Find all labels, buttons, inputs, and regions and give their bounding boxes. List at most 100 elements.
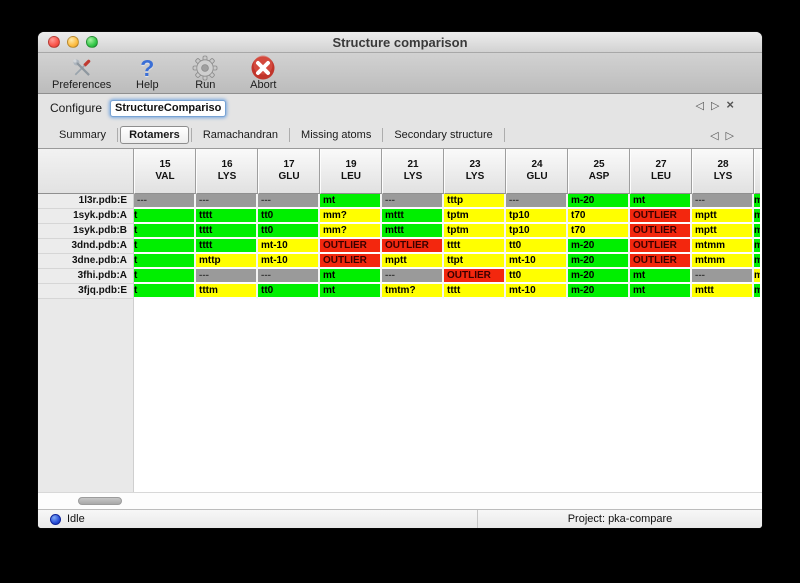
rotamer-cell[interactable]: tt0 [506, 239, 568, 254]
tab-secondary-structure[interactable]: Secondary structure [394, 129, 493, 141]
rotamer-cell[interactable]: t [134, 254, 196, 269]
column-header-24[interactable]: 24 GLU [506, 149, 568, 194]
rotamer-cell[interactable]: mt [320, 194, 382, 209]
rotamer-cell[interactable]: ttpt [444, 254, 506, 269]
rotamer-cell[interactable]: mptt [692, 209, 754, 224]
rotamer-cell[interactable]: t70 [568, 224, 630, 239]
preferences-button[interactable]: Preferences [52, 55, 111, 91]
rotamer-cell[interactable]: OUTLIER [444, 269, 506, 284]
rotamer-cell[interactable]: mt [320, 284, 382, 299]
rotamer-cell[interactable]: t [134, 239, 196, 254]
rotamer-cell[interactable]: tttt [196, 209, 258, 224]
rotamer-cell[interactable]: mm? [320, 224, 382, 239]
close-panel-icon[interactable]: × [726, 97, 734, 112]
rotamer-cell[interactable]: m-20 [568, 239, 630, 254]
rotamer-cell[interactable]: --- [692, 269, 754, 284]
rotamer-cell[interactable]: OUTLIER [320, 254, 382, 269]
rotamer-cell[interactable]: mt-10 [258, 254, 320, 269]
rotamer-cell[interactable]: m-20 [568, 269, 630, 284]
rotamer-cell[interactable]: mt-10 [506, 284, 568, 299]
rotamer-cell[interactable]: mttp [196, 254, 258, 269]
tab-missing-atoms[interactable]: Missing atoms [301, 129, 372, 141]
rotamer-cell[interactable]: t [134, 224, 196, 239]
configuration-name-input[interactable] [110, 99, 227, 117]
rotamer-cell[interactable]: tp10 [506, 224, 568, 239]
row-label[interactable]: 3fjq.pdb:E [38, 284, 134, 299]
tab-rotamers[interactable]: Rotamers [120, 126, 189, 144]
row-label[interactable]: 1l3r.pdb:E [38, 194, 134, 209]
rotamer-cell-clipped[interactable]: m [754, 239, 760, 254]
rotamer-cell[interactable]: mt-10 [506, 254, 568, 269]
rotamer-cell[interactable]: --- [382, 194, 444, 209]
rotamer-cell[interactable]: mttt [382, 209, 444, 224]
rotamer-cell[interactable]: mm? [320, 209, 382, 224]
horizontal-scrollbar[interactable] [38, 492, 762, 509]
rotamer-cell[interactable]: mt [630, 269, 692, 284]
rotamer-cell[interactable]: mt-10 [258, 239, 320, 254]
close-window-button[interactable] [48, 36, 60, 48]
rotamer-cell[interactable]: --- [258, 194, 320, 209]
rotamer-cell[interactable]: --- [196, 269, 258, 284]
rotamer-cell[interactable]: tt0 [506, 269, 568, 284]
rotamer-cell[interactable]: tttp [444, 194, 506, 209]
rotamer-cell[interactable]: tttt [196, 239, 258, 254]
rotamer-cell[interactable]: tptm [444, 209, 506, 224]
rotamer-cell[interactable]: t [134, 284, 196, 299]
rotamer-cell[interactable]: mttt [692, 284, 754, 299]
rotamer-cell[interactable]: tttt [444, 284, 506, 299]
run-button[interactable]: Run [183, 55, 227, 91]
help-button[interactable]: ? Help [125, 55, 169, 91]
rotamer-cell[interactable]: tptm [444, 224, 506, 239]
rotamer-cell-clipped[interactable]: m [754, 284, 760, 299]
rotamer-cell-clipped[interactable]: m [754, 209, 760, 224]
rotamer-cell[interactable]: mt [320, 269, 382, 284]
row-label[interactable]: 1syk.pdb:B [38, 224, 134, 239]
rotamer-cell[interactable]: tt0 [258, 209, 320, 224]
rotamer-cell[interactable]: m-20 [568, 194, 630, 209]
rotamer-cell[interactable]: mt [630, 194, 692, 209]
rotamer-cell[interactable]: OUTLIER [320, 239, 382, 254]
rotamer-cell[interactable]: OUTLIER [630, 224, 692, 239]
rotamer-cell[interactable]: OUTLIER [630, 239, 692, 254]
rotamer-cell[interactable]: tttt [444, 239, 506, 254]
rotamer-cell[interactable]: m-20 [568, 284, 630, 299]
zoom-window-button[interactable] [86, 36, 98, 48]
abort-button[interactable]: Abort [241, 55, 285, 91]
column-header-19[interactable]: 19 LEU [320, 149, 382, 194]
nav-back-button[interactable]: ◁ [695, 100, 704, 112]
rotamer-cell-clipped[interactable]: m [754, 194, 760, 209]
column-header-27[interactable]: 27 LEU [630, 149, 692, 194]
rotamer-cell[interactable]: mttt [382, 224, 444, 239]
title-bar[interactable]: Structure comparison [38, 32, 762, 53]
rotamer-cell[interactable]: mptt [692, 224, 754, 239]
rotamer-cell-clipped[interactable]: m [754, 254, 760, 269]
rotamer-cell[interactable]: mt [630, 284, 692, 299]
horizontal-scrollbar-thumb[interactable] [78, 497, 122, 505]
column-header-21[interactable]: 21 LYS [382, 149, 444, 194]
column-header-16[interactable]: 16 LYS [196, 149, 258, 194]
rotamer-cell-clipped[interactable]: m [754, 224, 760, 239]
tab-ramachandran[interactable]: Ramachandran [202, 129, 279, 141]
rotamer-cell[interactable]: --- [134, 194, 196, 209]
rotamer-cell[interactable]: OUTLIER [382, 239, 444, 254]
tab-scroll-left-button[interactable]: ◁ [710, 130, 719, 142]
rotamer-cell[interactable]: --- [382, 269, 444, 284]
rotamer-cell[interactable]: tt0 [258, 284, 320, 299]
rotamer-cell[interactable]: --- [196, 194, 258, 209]
minimize-window-button[interactable] [67, 36, 79, 48]
tab-summary[interactable]: Summary [59, 129, 107, 141]
tab-scroll-right-button[interactable]: ▷ [725, 130, 734, 142]
nav-forward-button[interactable]: ▷ [710, 100, 720, 112]
rotamer-cell[interactable]: --- [506, 194, 568, 209]
rotamer-cell[interactable]: --- [258, 269, 320, 284]
rotamer-cell[interactable]: mptt [382, 254, 444, 269]
rotamer-cell[interactable]: tttm [196, 284, 258, 299]
column-header-17[interactable]: 17 GLU [258, 149, 320, 194]
rotamer-cell[interactable]: m-20 [568, 254, 630, 269]
rotamer-cell[interactable]: OUTLIER [630, 209, 692, 224]
rotamer-cell[interactable]: mtmm [692, 254, 754, 269]
row-label[interactable]: 3dne.pdb:A [38, 254, 134, 269]
row-label[interactable]: 3dnd.pdb:A [38, 239, 134, 254]
rotamer-cell[interactable]: mtmm [692, 239, 754, 254]
rotamer-cell[interactable]: --- [692, 194, 754, 209]
